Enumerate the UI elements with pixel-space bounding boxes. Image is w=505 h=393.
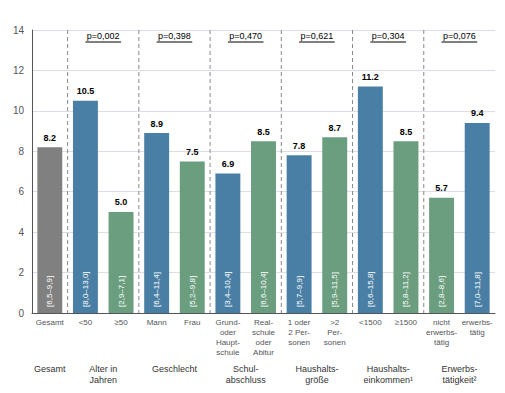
svg-text:p=0,002: p=0,002 — [87, 31, 120, 41]
svg-text:[5,9–11,5]: [5,9–11,5] — [330, 272, 339, 307]
svg-text:[6,6–10,4]: [6,6–10,4] — [259, 271, 268, 307]
svg-text:[6,6–15,8]: [6,6–15,8] — [366, 271, 375, 307]
svg-text:Haushalts-: Haushalts- — [295, 364, 338, 374]
svg-text:nicht: nicht — [433, 318, 451, 327]
svg-text:12: 12 — [13, 65, 25, 76]
svg-text:[2,8–8,6]: [2,8–8,6] — [437, 276, 446, 307]
svg-text:erwerbs-: erwerbs- — [426, 328, 457, 337]
svg-text:10.5: 10.5 — [77, 86, 95, 96]
svg-text:7.5: 7.5 — [186, 147, 199, 157]
svg-text:>2: >2 — [330, 318, 340, 327]
svg-text:[2,9–7,1]: [2,9–7,1] — [117, 276, 126, 307]
svg-text:1 oder: 1 oder — [288, 318, 311, 327]
svg-text:einkommen¹: einkommen¹ — [363, 375, 413, 385]
svg-text:8.2: 8.2 — [44, 133, 57, 143]
svg-text:p=0,304: p=0,304 — [372, 31, 405, 41]
svg-text:oder: oder — [220, 328, 236, 337]
svg-text:Mann: Mann — [147, 318, 167, 327]
svg-text:tätigkeit²: tätigkeit² — [442, 375, 476, 385]
svg-text:Haupt-: Haupt- — [216, 338, 240, 347]
svg-text:schule: schule — [216, 348, 240, 357]
svg-text:≥1500: ≥1500 — [395, 318, 418, 327]
svg-text:[6,5–9,9]: [6,5–9,9] — [45, 276, 54, 307]
svg-text:[6,4–11,4]: [6,4–11,4] — [152, 272, 161, 307]
svg-text:abschluss: abschluss — [226, 375, 267, 385]
svg-text:Jahren: Jahren — [89, 375, 117, 385]
svg-text:7.8: 7.8 — [293, 141, 306, 151]
svg-text:Erwerbs-: Erwerbs- — [441, 364, 477, 374]
svg-text:8.5: 8.5 — [257, 127, 270, 137]
svg-text:p=0,621: p=0,621 — [301, 31, 334, 41]
svg-text:8.9: 8.9 — [150, 119, 163, 129]
svg-text:11.2: 11.2 — [362, 72, 379, 82]
svg-text:Gesamt: Gesamt — [34, 364, 66, 374]
svg-text:[5,7–9,9]: [5,7–9,9] — [295, 276, 304, 307]
svg-text:Geschlecht: Geschlecht — [152, 364, 198, 374]
svg-text:Grund-: Grund- — [215, 318, 240, 327]
svg-text:p=0,470: p=0,470 — [229, 31, 262, 41]
svg-text:≥50: ≥50 — [114, 318, 128, 327]
svg-text:<50: <50 — [79, 318, 93, 327]
svg-text:14: 14 — [13, 25, 25, 36]
svg-text:Per-: Per- — [327, 328, 342, 337]
svg-text:8.7: 8.7 — [328, 123, 341, 133]
svg-text:8.5: 8.5 — [400, 127, 413, 137]
svg-text:5.0: 5.0 — [115, 197, 128, 207]
svg-text:2 Per-: 2 Per- — [288, 328, 310, 337]
svg-text:5.7: 5.7 — [435, 183, 448, 193]
svg-text:4: 4 — [18, 227, 24, 238]
svg-text:Haushalts-: Haushalts- — [367, 364, 410, 374]
svg-text:10: 10 — [13, 105, 25, 116]
svg-text:erwerbs-: erwerbs- — [462, 318, 493, 327]
svg-text:schule: schule — [252, 328, 276, 337]
svg-text:6: 6 — [18, 186, 24, 197]
svg-text:2: 2 — [18, 267, 24, 278]
svg-text:Abitur: Abitur — [253, 348, 274, 357]
svg-text:p=0,398: p=0,398 — [158, 31, 191, 41]
svg-text:<1500: <1500 — [359, 318, 382, 327]
svg-text:0: 0 — [18, 308, 24, 319]
svg-text:[7,0–11,8]: [7,0–11,8] — [473, 272, 482, 307]
svg-text:Schul-: Schul- — [233, 364, 259, 374]
svg-text:sonen: sonen — [288, 338, 310, 347]
svg-text:p=0,076: p=0,076 — [443, 31, 476, 41]
svg-text:oder: oder — [255, 338, 271, 347]
svg-text:9.4: 9.4 — [471, 108, 484, 118]
svg-text:8: 8 — [18, 146, 24, 157]
svg-text:tätig: tätig — [470, 328, 485, 337]
svg-text:[5,8–11,2]: [5,8–11,2] — [401, 272, 410, 307]
svg-text:sonen: sonen — [324, 338, 346, 347]
svg-text:Gesamt: Gesamt — [36, 318, 65, 327]
svg-text:tätig: tätig — [434, 338, 449, 347]
svg-text:[5,2–9,8]: [5,2–9,8] — [188, 276, 197, 307]
svg-text:Alter in: Alter in — [89, 364, 117, 374]
svg-text:[3,4–10,4]: [3,4–10,4] — [223, 271, 232, 307]
svg-text:Frau: Frau — [184, 318, 200, 327]
svg-text:[8,0–13,0]: [8,0–13,0] — [81, 271, 90, 307]
svg-text:6.9: 6.9 — [222, 159, 235, 169]
svg-text:Real-: Real- — [254, 318, 273, 327]
svg-text:größe: größe — [305, 375, 329, 385]
